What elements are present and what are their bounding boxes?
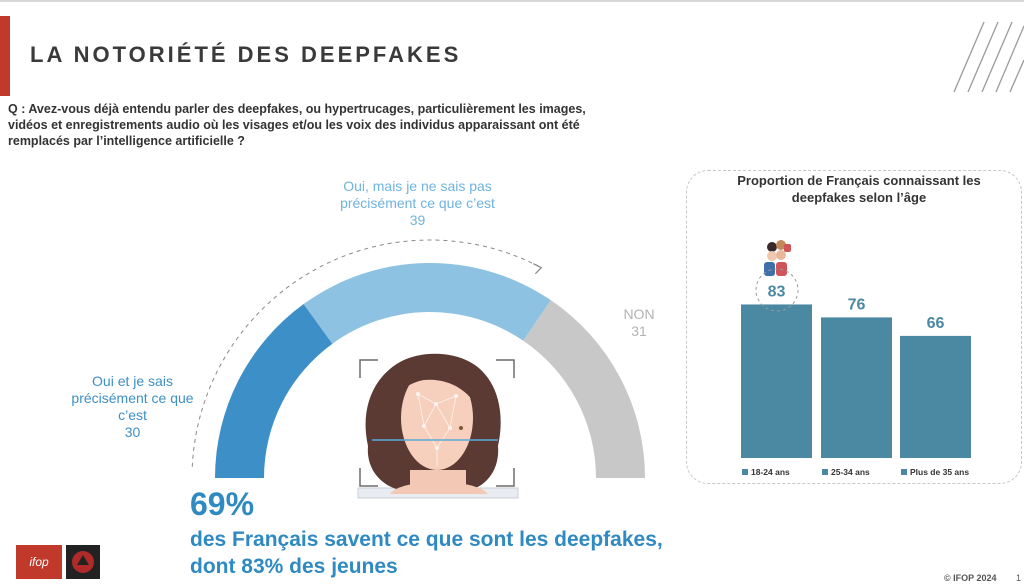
legend-label-plus-35: Plus de 35 ans	[910, 467, 969, 477]
accent-bar	[0, 16, 10, 96]
page-number: 1	[1016, 573, 1022, 583]
gauge-label-oui-precis: Oui et je sais précisément ce que c’est …	[70, 373, 195, 441]
legend-marker-18-24	[742, 469, 748, 475]
gauge-segment-oui-precis	[215, 304, 333, 478]
kpi-percentage: 69%	[190, 486, 255, 522]
gauge-value-oui-imprecis: 39	[409, 212, 426, 228]
bar-value-25-34: 76	[848, 296, 866, 313]
youth-icon	[764, 240, 791, 276]
bar-value-18-24: 83	[768, 283, 786, 300]
deepfake-face-illustration	[357, 353, 519, 499]
copyright: © IFOP 2024	[944, 573, 997, 583]
survey-question: Q : Avez-vous déjà entendu parler des de…	[8, 102, 586, 148]
hatch-decoration	[953, 21, 1024, 92]
gauge-label-non-text: NON	[623, 306, 655, 322]
kpi-line-1: des Français savent ce que sont les deep…	[190, 528, 663, 551]
page-title: LA NOTORIÉTÉ DES DEEPFAKES	[30, 42, 462, 67]
gauge-value-oui-precis: 30	[124, 424, 141, 440]
legend-marker-plus-35	[901, 469, 907, 475]
bar-value-plus-35: 66	[927, 315, 945, 332]
gauge-value-non: 31	[631, 323, 647, 339]
kpi-line-2: dont 83% des jeunes	[190, 555, 398, 578]
gauge-label-oui-precis-text: Oui et je sais précisément ce que c’est	[71, 373, 194, 423]
legend-label-25-34: 25-34 ans	[831, 467, 870, 477]
bar-plus-35	[900, 335, 971, 458]
ifop-logo: ifop	[16, 545, 62, 579]
partner-logo-icon	[72, 551, 94, 573]
legend-label-18-24: 18-24 ans	[751, 467, 790, 477]
bar-18-24	[741, 304, 812, 458]
legend-marker-25-34	[822, 469, 828, 475]
kpi-text: des Français savent ce que sont les deep…	[190, 526, 710, 580]
gauge-label-non: NON 31	[612, 306, 666, 340]
youth-highlight-circle	[755, 268, 799, 312]
gauge-label-oui-imprecis-text: Oui, mais je ne sais pas précisément ce …	[340, 178, 495, 211]
ifop-logo-text: ifop	[29, 555, 49, 569]
bar-25-34	[821, 317, 892, 458]
gauge-label-oui-imprecis: Oui, mais je ne sais pas précisément ce …	[330, 178, 505, 229]
gauge-arrow-head	[533, 263, 543, 275]
top-rule	[0, 0, 1024, 2]
partner-logo	[66, 545, 100, 579]
gauge-segment-non	[523, 300, 645, 478]
gauge-segment-oui-imprecis	[303, 263, 551, 344]
age-chart-title: Proportion de Français connaissant les d…	[737, 173, 981, 205]
